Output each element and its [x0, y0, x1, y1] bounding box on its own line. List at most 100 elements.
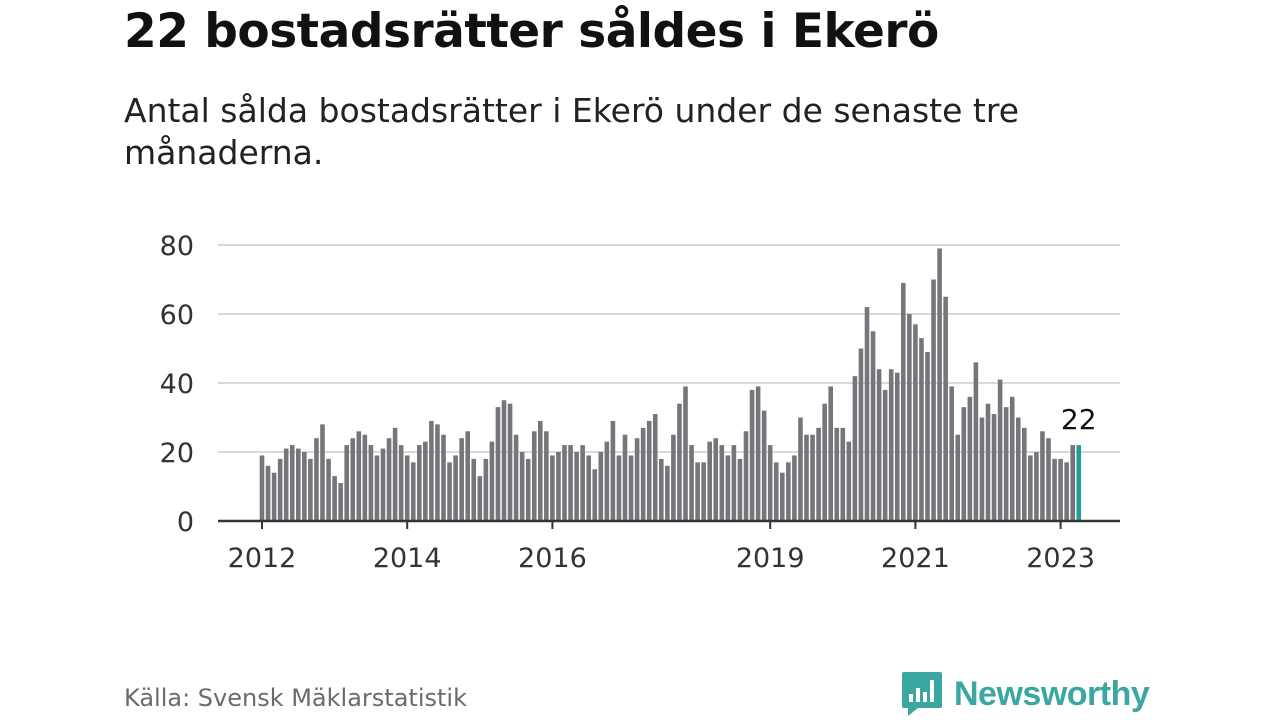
bar	[568, 445, 573, 521]
chart-title: 22 bostadsrätter såldes i Ekerö	[124, 4, 939, 59]
y-tick-label: 60	[160, 300, 194, 331]
bar	[973, 362, 979, 521]
bar	[665, 465, 670, 521]
bar	[531, 431, 537, 521]
newsworthy-logo-icon	[902, 672, 942, 716]
bar	[544, 431, 549, 521]
bar	[1015, 417, 1021, 521]
bar	[949, 386, 954, 521]
y-tick-label: 40	[160, 369, 194, 400]
bar	[713, 438, 719, 521]
bar	[792, 455, 797, 521]
bar	[598, 452, 604, 521]
bar	[1003, 407, 1009, 521]
bar	[344, 445, 349, 521]
bar	[997, 379, 1003, 521]
bar	[574, 452, 579, 521]
bar	[1058, 458, 1063, 521]
bar	[767, 445, 773, 521]
bar	[265, 465, 271, 521]
bar	[852, 376, 858, 521]
bar	[955, 434, 961, 521]
bar	[707, 441, 712, 521]
bar	[816, 427, 821, 521]
bar	[985, 403, 991, 521]
bar	[888, 369, 894, 521]
x-tick-label: 2012	[228, 543, 297, 574]
y-tick-label: 20	[160, 438, 194, 469]
y-axis-ticks: 0 20 40 60 80	[160, 231, 194, 538]
source-note: Källa: Svensk Mäklarstatistik	[124, 684, 467, 712]
bar	[1046, 438, 1051, 521]
bar	[525, 458, 531, 521]
bar	[913, 324, 918, 521]
bar	[991, 414, 997, 521]
bar	[302, 452, 307, 521]
chart-subtitle: Antal sålda bostadsrätter i Ekerö under …	[124, 91, 1019, 172]
bar	[338, 483, 343, 521]
bar	[652, 414, 658, 521]
bar	[634, 438, 640, 521]
bar	[459, 438, 464, 521]
bar	[731, 445, 737, 521]
bar	[562, 445, 567, 521]
bar	[919, 338, 924, 521]
x-tick-label: 2016	[518, 543, 587, 574]
brand-name: Newsworthy	[954, 674, 1150, 713]
bar	[943, 296, 948, 521]
bar	[979, 417, 985, 521]
bar	[386, 438, 392, 521]
bar	[332, 476, 337, 521]
bar	[556, 452, 561, 521]
bar	[743, 431, 749, 521]
bar	[858, 348, 864, 521]
bar	[1052, 458, 1057, 521]
gridlines	[218, 244, 1120, 453]
bar	[1022, 427, 1027, 521]
bar	[780, 472, 785, 521]
bar	[296, 448, 301, 521]
bar	[483, 458, 489, 521]
bar	[489, 441, 495, 521]
bar	[374, 455, 380, 521]
bar	[640, 427, 646, 521]
bar	[314, 438, 319, 521]
bar	[646, 420, 652, 521]
bar	[834, 427, 840, 521]
bar	[901, 282, 906, 521]
bar	[798, 417, 803, 521]
bar	[937, 248, 942, 521]
bar	[283, 448, 289, 521]
bar	[846, 441, 852, 521]
bar	[882, 389, 888, 521]
bar	[622, 434, 628, 521]
bar	[725, 455, 731, 521]
bar	[513, 434, 519, 521]
bar	[925, 351, 930, 521]
bar	[961, 407, 967, 521]
bar	[271, 472, 277, 521]
bar	[1040, 431, 1045, 521]
bar	[804, 434, 809, 521]
x-tick-label: 2014	[373, 543, 442, 574]
bar	[410, 462, 416, 521]
bar	[755, 386, 761, 521]
bar	[350, 438, 356, 521]
x-tick-label: 2023	[1026, 543, 1095, 574]
bar	[761, 410, 767, 521]
bar	[550, 455, 555, 521]
bar	[773, 462, 779, 521]
bars	[259, 248, 1082, 521]
latest-value-label: 22	[1061, 403, 1097, 436]
annotations: 22	[1061, 403, 1097, 436]
x-tick-label: 2021	[881, 543, 950, 574]
bar	[580, 445, 585, 521]
bar	[967, 396, 973, 521]
bar	[810, 434, 815, 521]
bar	[695, 462, 700, 521]
bar	[308, 458, 313, 521]
bar	[628, 455, 634, 521]
bar	[701, 462, 706, 521]
bar	[876, 369, 882, 521]
bar	[368, 445, 374, 521]
